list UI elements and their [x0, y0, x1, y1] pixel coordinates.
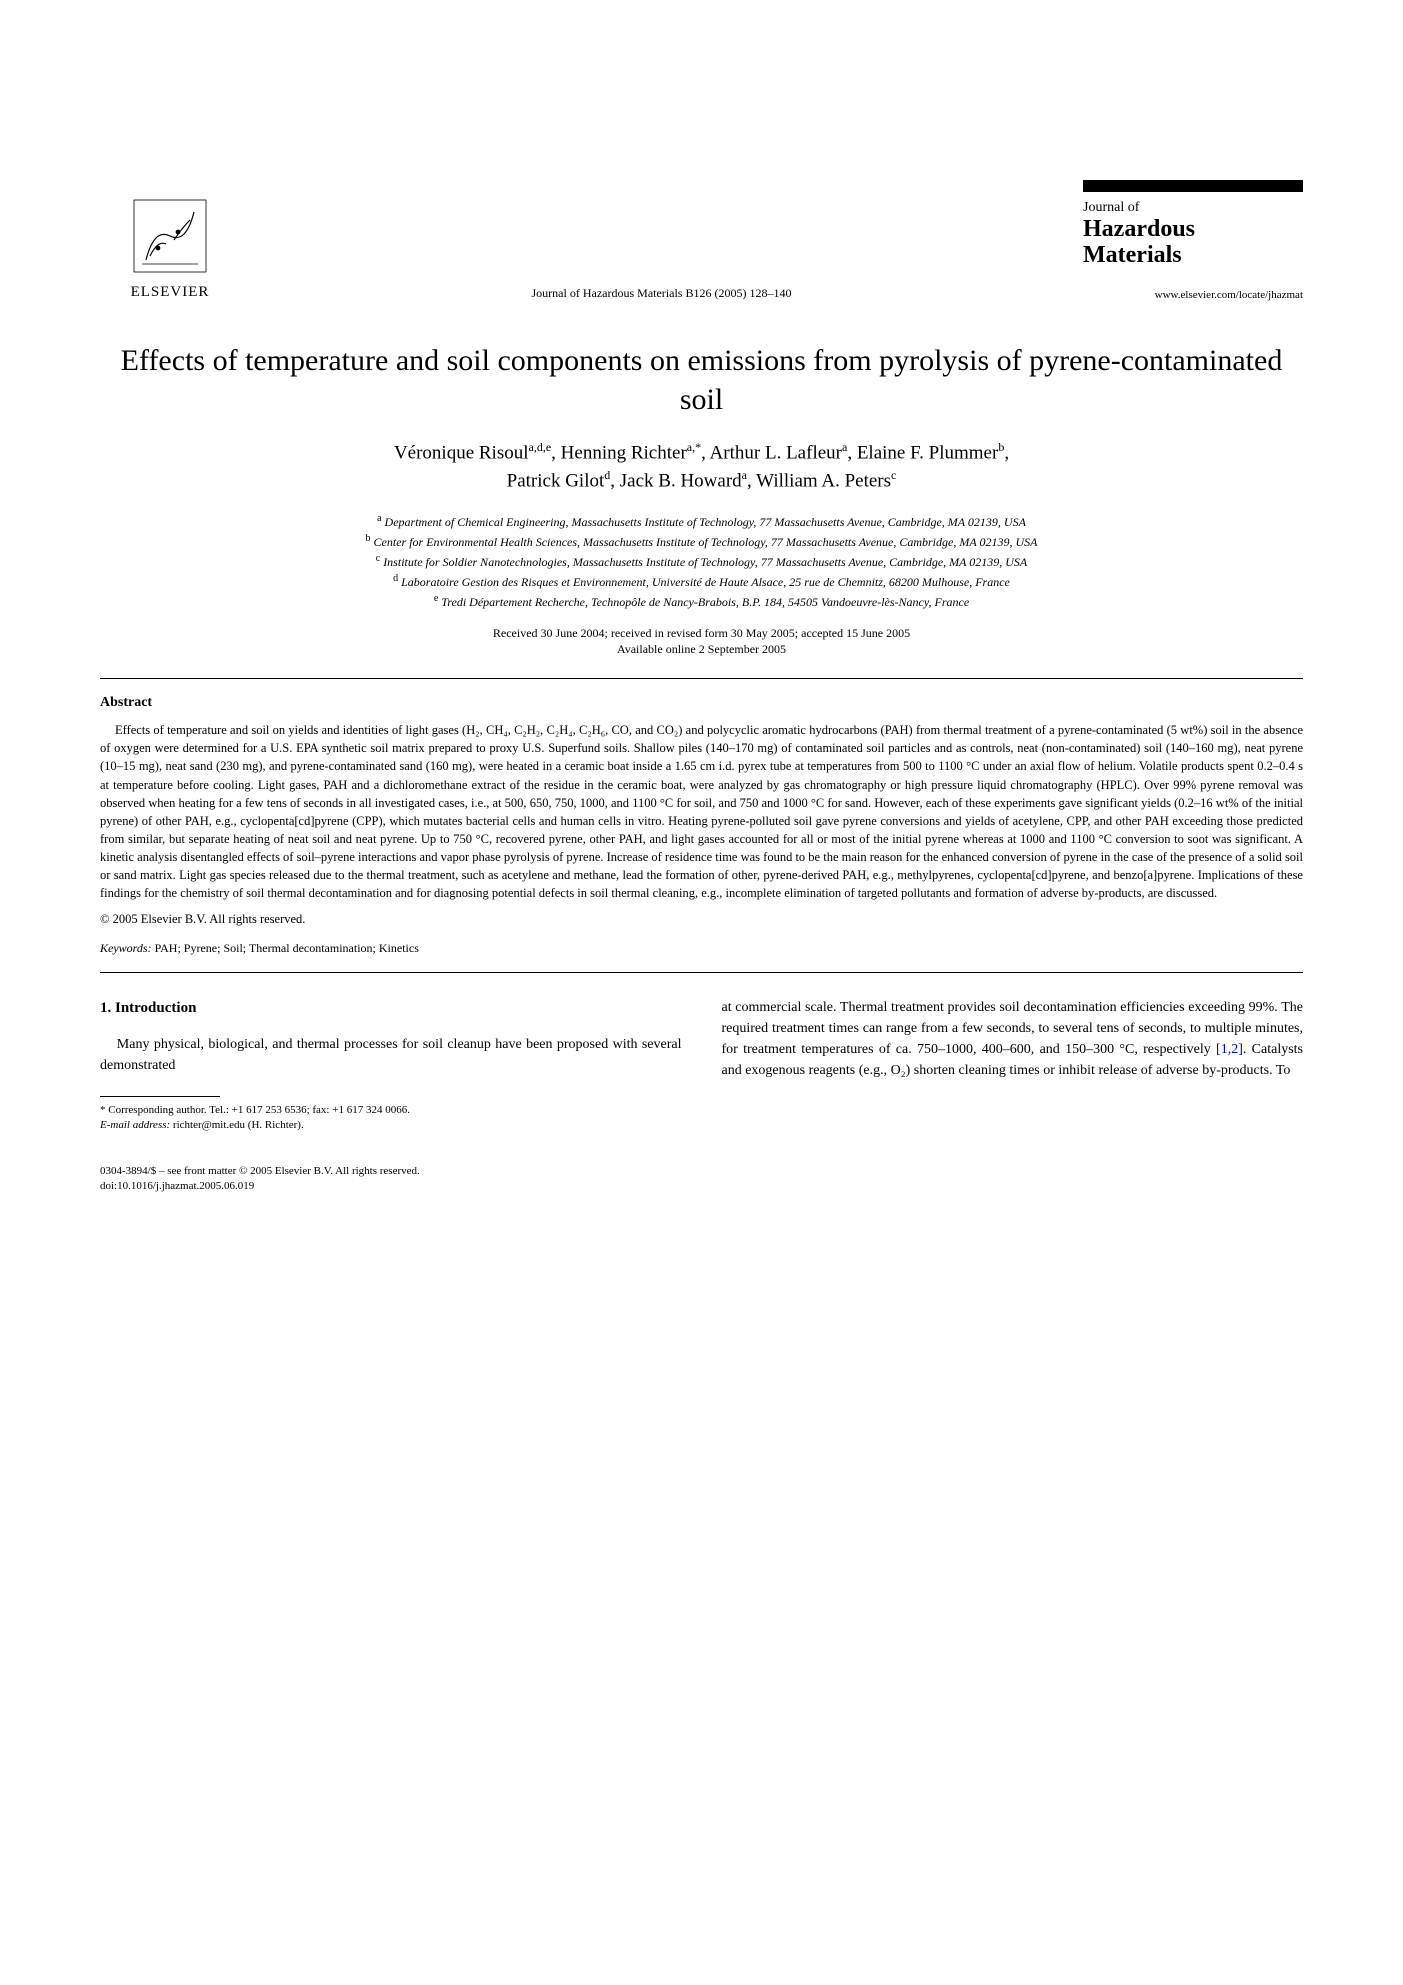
article-title: Effects of temperature and soil componen… [100, 341, 1303, 419]
journal-block: Journal of Hazardous Materials www.elsev… [1083, 180, 1303, 301]
corresponding-footnote: * Corresponding author. Tel.: +1 617 253… [100, 1103, 682, 1118]
citation-link[interactable]: [1,2] [1216, 1042, 1243, 1057]
footer: 0304-3894/$ – see front matter © 2005 El… [100, 1164, 1303, 1195]
affiliation-c: Institute for Soldier Nanotechnologies, … [383, 555, 1027, 569]
abstract-heading: Abstract [100, 695, 1303, 711]
divider-bottom [100, 972, 1303, 973]
intro-para-2: at commercial scale. Thermal treatment p… [722, 997, 1304, 1081]
left-column: 1. Introduction Many physical, biologica… [100, 997, 682, 1133]
author-2-aff: a,* [687, 440, 701, 454]
divider-top [100, 678, 1303, 679]
online-date: Available online 2 September 2005 [617, 642, 786, 656]
footer-issn: 0304-3894/$ – see front matter © 2005 El… [100, 1165, 420, 1177]
journal-url: www.elsevier.com/locate/jhazmat [1083, 289, 1303, 301]
keywords-label: Keywords: [100, 941, 152, 955]
journal-reference: Journal of Hazardous Materials B126 (200… [240, 236, 1083, 301]
elsevier-logo-icon [130, 196, 210, 276]
intro-heading: 1. Introduction [100, 997, 682, 1020]
affiliation-b: Center for Environmental Health Sciences… [374, 535, 1038, 549]
author-sep-1: , Henning Richter [551, 442, 687, 463]
author-1-aff: a,d,e [529, 440, 552, 454]
affiliation-a: Department of Chemical Engineering, Mass… [385, 515, 1026, 529]
author-5: Patrick Gilot [507, 470, 605, 491]
abstract-text: Effects of temperature and soil on yield… [100, 721, 1303, 902]
journal-prefix: Journal of [1083, 200, 1303, 216]
abstract-copyright: © 2005 Elsevier B.V. All rights reserved… [100, 912, 1303, 927]
journal-name-line2: Materials [1083, 242, 1303, 268]
email-value: richter@mit.edu (H. Richter). [170, 1119, 304, 1131]
right-column: at commercial scale. Thermal treatment p… [722, 997, 1304, 1133]
body-columns: 1. Introduction Many physical, biologica… [100, 997, 1303, 1133]
affiliation-e: Tredi Département Recherche, Technopôle … [441, 595, 969, 609]
keywords-text: PAH; Pyrene; Soil; Thermal decontaminati… [152, 941, 419, 955]
affiliation-d: Laboratoire Gestion des Risques et Envir… [401, 575, 1010, 589]
received-date: Received 30 June 2004; received in revis… [493, 626, 910, 640]
author-7-aff: c [891, 468, 896, 482]
email-label: E-mail address: [100, 1119, 170, 1131]
header-row: ELSEVIER Journal of Hazardous Materials … [100, 180, 1303, 301]
keywords: Keywords: PAH; Pyrene; Soil; Thermal dec… [100, 941, 1303, 956]
publisher-block: ELSEVIER [100, 196, 240, 301]
author-sep-2: , Arthur L. Lafleur [701, 442, 842, 463]
author-sep-4: , [1004, 442, 1009, 463]
email-footnote: E-mail address: richter@mit.edu (H. Rich… [100, 1118, 682, 1133]
publisher-name: ELSEVIER [131, 284, 210, 301]
article-dates: Received 30 June 2004; received in revis… [100, 625, 1303, 659]
footnote-divider [100, 1096, 220, 1097]
author-sep-6: , William A. Peters [747, 470, 891, 491]
footer-doi: doi:10.1016/j.jhazmat.2005.06.019 [100, 1180, 254, 1192]
author-sep-5: , Jack B. Howard [610, 470, 741, 491]
intro-para-1: Many physical, biological, and thermal p… [100, 1034, 682, 1076]
author-sep-3: , Elaine F. Plummer [847, 442, 998, 463]
authors: Véronique Risoula,d,e, Henning Richtera,… [100, 439, 1303, 495]
journal-name-line1: Hazardous [1083, 216, 1303, 242]
author-1: Véronique Risoul [394, 442, 529, 463]
affiliations: a Department of Chemical Engineering, Ma… [100, 511, 1303, 611]
